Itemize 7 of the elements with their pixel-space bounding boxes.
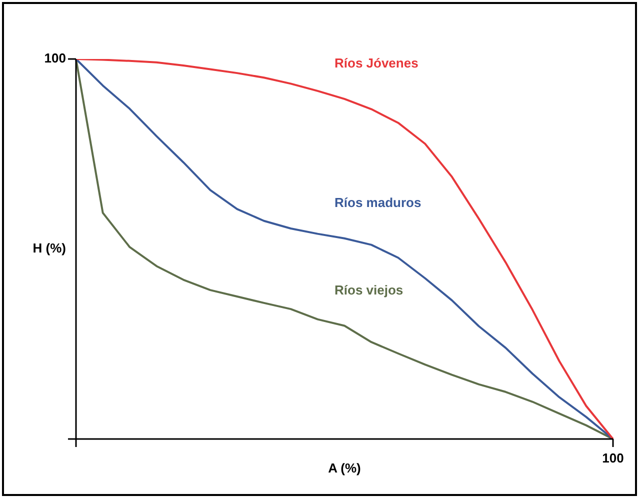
y-axis-title: H (%): [32, 240, 66, 256]
x-axis-title: A (%): [328, 460, 361, 476]
text: 100: [602, 450, 624, 466]
text: 100: [44, 50, 66, 66]
series-label: Ríos Jóvenes: [334, 55, 418, 70]
series-label: Ríos viejos: [334, 282, 404, 298]
text: Ríos maduros: [334, 194, 422, 210]
